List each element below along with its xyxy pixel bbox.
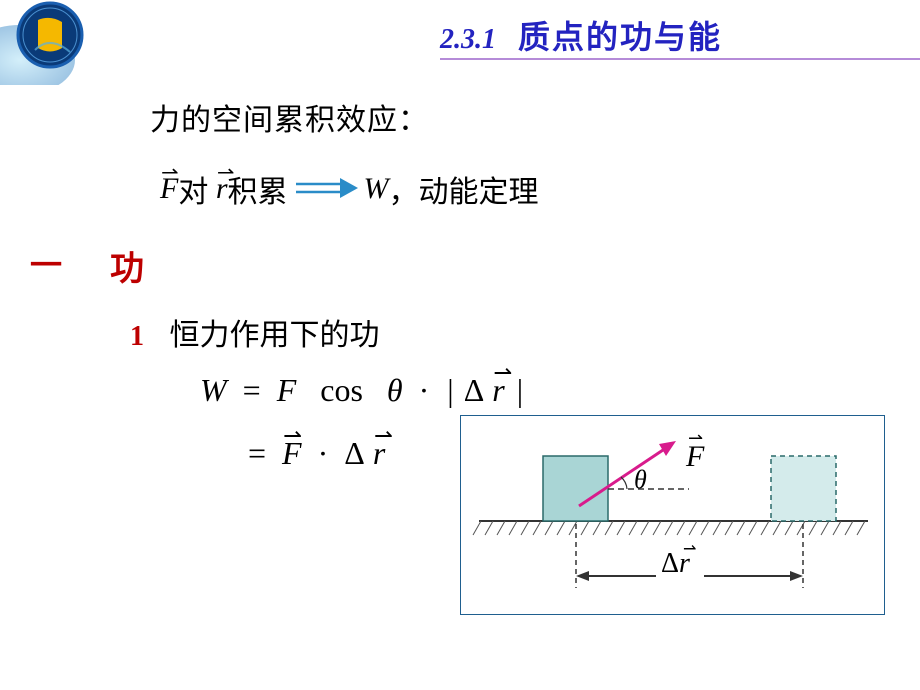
diagram-svg: θ F ⇀ Δr ⇀ bbox=[461, 416, 886, 616]
heading-work: 功 bbox=[110, 241, 890, 290]
vector-r: ⇀r bbox=[216, 172, 228, 206]
diagram-theta-label: θ bbox=[634, 465, 647, 494]
section-one-marker: 一 bbox=[30, 240, 62, 286]
work-diagram: θ F ⇀ Δr ⇀ bbox=[460, 415, 885, 615]
implies-arrow-icon bbox=[294, 172, 358, 206]
section-number: 2.3.1 bbox=[440, 24, 496, 55]
svg-text:⇀: ⇀ bbox=[688, 428, 703, 448]
header-underline bbox=[440, 58, 920, 60]
text-dui: 对 bbox=[178, 167, 208, 211]
subsection-heading: 1 恒力作用下的功 bbox=[130, 310, 890, 354]
section-title: 质点的功与能 bbox=[518, 19, 722, 55]
formula-work-cos: W = F cos θ · | Δ ⇀r | bbox=[200, 372, 890, 409]
vector-F: ⇀F bbox=[160, 172, 178, 206]
subsection-title: 恒力作用下的功 bbox=[170, 319, 380, 352]
text-kinetic-theorem: ，动能定理 bbox=[389, 167, 539, 211]
text-jilei: 积累 bbox=[228, 167, 288, 211]
accumulation-line: ⇀F 对 ⇀r 积累 W ，动能定理 bbox=[160, 167, 890, 211]
svg-text:⇀: ⇀ bbox=[683, 541, 696, 558]
university-logo bbox=[0, 0, 130, 85]
intro-line: 力的空间累积效应： bbox=[150, 95, 890, 139]
subsection-number: 1 bbox=[130, 321, 144, 352]
section-header: 2.3.1 质点的功与能 bbox=[440, 12, 900, 58]
text-W: W bbox=[364, 172, 389, 206]
